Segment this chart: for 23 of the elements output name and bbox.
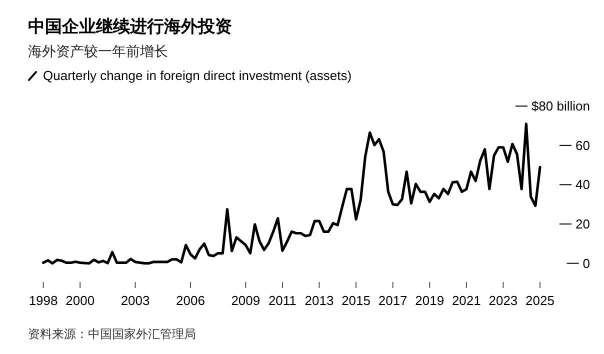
x-tick-label: 1998 — [28, 293, 58, 308]
x-tick-label: 2006 — [176, 293, 205, 308]
x-tick-label: 2019 — [415, 293, 444, 308]
line-series — [42, 122, 542, 265]
x-tick-label: 2011 — [268, 293, 296, 308]
text: 资料来源：中国国家外汇管理局 — [28, 327, 196, 341]
y-tick-label: 60 — [576, 138, 590, 153]
x-tick-label: 2025 — [526, 293, 554, 308]
x-tick-label: 2009 — [231, 293, 260, 308]
chart-title: 中国企业继续进行海外投资 — [28, 17, 232, 36]
y-tick-label: 0 — [582, 256, 590, 271]
x-tick-label: 2021 — [452, 293, 481, 308]
y-tick-label: 20 — [576, 216, 590, 232]
y-tick-label: 40 — [576, 177, 590, 192]
x-tick-label: 2017 — [378, 293, 408, 308]
x-tick-label: 2013 — [304, 293, 334, 308]
x-tick-label: 2000 — [66, 293, 95, 308]
x-tick-label: 2003 — [120, 293, 150, 308]
y-tick-label: $80 billion — [531, 98, 590, 114]
x-tick-label: 2015 — [342, 293, 370, 308]
chart-subtitle: 海外资产较一年前增长 — [28, 43, 168, 59]
legend-label: Quarterly change in foreign direct investment (assets) — [43, 68, 352, 83]
x-tick-label: 2023 — [488, 293, 518, 308]
